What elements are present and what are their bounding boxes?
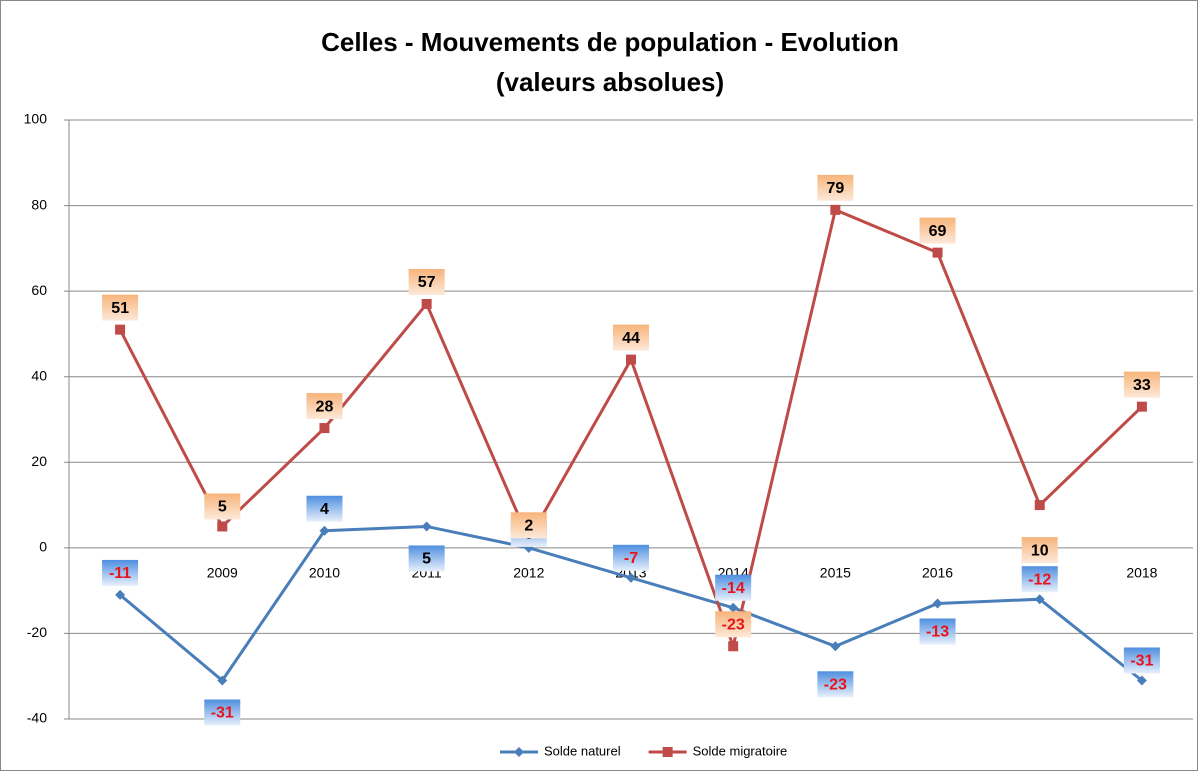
marker — [319, 525, 330, 536]
marker — [115, 589, 126, 600]
data-label: 79 — [826, 180, 844, 197]
chart-subtitle: (valeurs absolues) — [496, 67, 724, 97]
data-label: -14 — [722, 580, 745, 597]
marker — [830, 204, 841, 215]
data-label-box — [510, 512, 547, 539]
data-label: -23 — [824, 676, 847, 693]
y-tick-label: -40 — [27, 710, 47, 726]
data-label-box — [1123, 647, 1160, 674]
data-label-box — [204, 699, 241, 726]
data-label-box — [919, 217, 956, 244]
data-label-box — [817, 671, 854, 698]
data-label: 57 — [418, 274, 436, 291]
data-label: 51 — [111, 300, 129, 317]
y-tick-label: 60 — [31, 282, 47, 298]
marker — [932, 247, 943, 258]
data-label: 69 — [929, 223, 947, 240]
marker — [1034, 594, 1045, 605]
data-label-box — [1123, 371, 1160, 398]
marker — [626, 354, 636, 365]
data-label-box — [613, 324, 649, 351]
y-tick-label: 0 — [39, 539, 47, 555]
y-tick-label: -20 — [27, 624, 47, 640]
legend-label: Solde migratoire — [693, 743, 788, 758]
marker — [217, 675, 228, 686]
data-label: -31 — [211, 705, 234, 722]
legend-marker — [514, 747, 524, 757]
y-tick-label: 80 — [31, 196, 47, 212]
data-label-box — [919, 618, 956, 645]
marker — [1136, 401, 1147, 412]
x-tick-label: 2009 — [207, 565, 238, 581]
marker — [319, 423, 330, 434]
data-label-box — [306, 495, 343, 522]
legend-marker — [662, 747, 673, 757]
marker — [421, 521, 432, 532]
data-label: -31 — [1130, 653, 1153, 670]
marker — [217, 521, 228, 532]
x-tick-label: 2010 — [309, 565, 340, 581]
data-label-box — [102, 559, 139, 586]
data-label-box — [102, 294, 139, 321]
data-label: 2 — [524, 518, 533, 535]
x-tick-label: 2018 — [1126, 565, 1157, 581]
y-tick-label: 20 — [31, 453, 47, 469]
data-label-box — [613, 544, 649, 571]
data-label-box — [408, 268, 445, 295]
x-tick-label: 2016 — [922, 565, 953, 581]
data-label: -12 — [1028, 571, 1051, 588]
marker — [421, 298, 432, 309]
y-tick-label: 100 — [24, 111, 48, 127]
chart-title: Celles - Mouvements de population - Evol… — [321, 27, 899, 57]
marker — [1136, 675, 1147, 686]
marker — [1034, 500, 1045, 511]
data-label: -23 — [722, 616, 745, 633]
x-tick-label: 2015 — [820, 565, 851, 581]
data-label: 5 — [422, 551, 431, 568]
marker — [115, 324, 126, 335]
data-label-box — [1021, 537, 1058, 564]
data-label: 33 — [1133, 377, 1151, 394]
data-label: 44 — [622, 330, 640, 347]
marker — [830, 641, 841, 652]
marker — [932, 598, 943, 609]
y-tick-label: 40 — [31, 367, 47, 383]
data-label: -13 — [926, 624, 949, 641]
data-label: 10 — [1031, 542, 1049, 559]
marker — [728, 602, 739, 613]
data-label: -7 — [624, 550, 638, 567]
data-label-box — [715, 574, 752, 601]
x-tick-label: 2012 — [513, 565, 544, 581]
data-label: -11 — [109, 565, 131, 582]
legend-label: Solde naturel — [544, 743, 621, 758]
data-label-box — [408, 545, 445, 572]
data-label-box — [715, 611, 752, 638]
data-label-box — [1021, 566, 1058, 593]
marker — [728, 641, 739, 652]
data-label-box — [817, 174, 854, 201]
data-label: 28 — [316, 398, 334, 415]
data-label-box — [204, 493, 241, 520]
marker — [626, 572, 636, 583]
data-label: 5 — [218, 499, 227, 516]
data-label: 4 — [320, 501, 329, 518]
data-label-box — [306, 393, 343, 420]
